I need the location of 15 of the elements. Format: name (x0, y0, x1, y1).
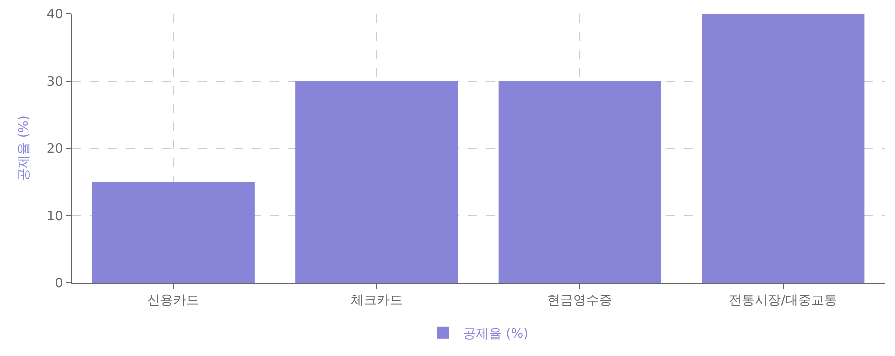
x-tick-label: 신용카드 (148, 294, 200, 309)
y-axis-title: 공제율 (%) (16, 116, 32, 182)
y-tick-label: 20 (46, 142, 64, 158)
y-tick-label: 0 (55, 276, 64, 292)
x-tick-label: 현금영수증 (548, 294, 613, 309)
y-tick-label: 10 (46, 209, 64, 224)
bar (702, 14, 865, 283)
y-tick-label: 40 (46, 8, 64, 23)
x-tick-label: 전통시장/대중교통 (729, 294, 838, 309)
bar (498, 81, 662, 283)
legend-label: 공제율 (%) (463, 326, 529, 342)
x-tick-label: 체크카드 (350, 294, 403, 309)
y-tick-label: 30 (46, 74, 64, 90)
bar (296, 81, 458, 283)
bar (92, 182, 255, 283)
